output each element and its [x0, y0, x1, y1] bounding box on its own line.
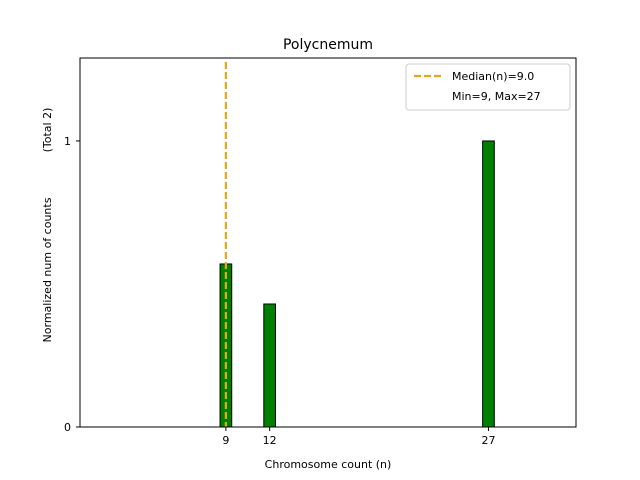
y-axis-ticks: 01: [64, 135, 80, 434]
y-tick-label-0: 0: [64, 421, 71, 434]
x-tick-label-9: 9: [222, 434, 229, 447]
plot-frame: [79, 57, 577, 428]
legend: Median(n)=9.0 Min=9, Max=27: [405, 63, 571, 111]
y-axis-total-note: (Total 2): [41, 108, 54, 153]
y-tick-label-1: 1: [64, 135, 71, 148]
x-axis-ticks: 9 12 27: [222, 427, 495, 447]
x-axis-label: Chromosome count (n): [265, 458, 392, 471]
bar-12: [263, 303, 276, 428]
legend-range-label: Min=9, Max=27: [452, 90, 541, 103]
bar-group: [219, 140, 495, 428]
bar-27: [482, 140, 495, 428]
x-tick-label-27: 27: [481, 434, 495, 447]
chart-title: Polycnemum: [283, 37, 373, 53]
x-tick-label-12: 12: [263, 434, 277, 447]
legend-median-label: Median(n)=9.0: [452, 70, 534, 83]
y-axis-label: Normalized num of counts: [41, 197, 54, 342]
legend-box: [405, 63, 571, 111]
